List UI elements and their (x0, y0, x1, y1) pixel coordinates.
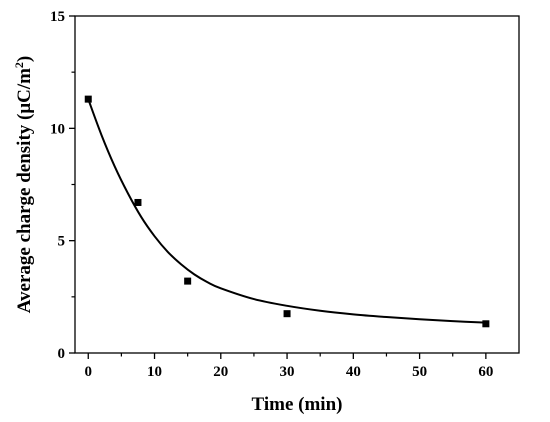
x-tick-label: 30 (280, 364, 295, 380)
x-axis-label: Time (min) (252, 394, 343, 415)
data-point (84, 95, 92, 103)
y-tick-label: 0 (58, 346, 66, 362)
x-tick-label: 20 (213, 364, 228, 380)
data-points (84, 95, 490, 328)
x-tick-label: 60 (478, 364, 493, 380)
y-axis-label-suffix: ) (14, 56, 35, 62)
y-tick-label: 10 (50, 121, 65, 137)
fit-curve (87, 98, 486, 324)
x-tick-label: 10 (147, 364, 162, 380)
data-point (482, 320, 490, 328)
x-tick-label: 40 (346, 364, 361, 380)
data-point (184, 277, 192, 285)
y-axis-label: Average charge density (μC/m2) (12, 56, 35, 314)
ticks (69, 15, 487, 359)
tick-labels: 0 10 20 30 40 50 60 0 5 10 15 (50, 9, 493, 380)
data-point (283, 310, 291, 318)
x-tick-label: 0 (85, 364, 93, 380)
y-tick-label: 15 (50, 9, 65, 25)
y-tick-label: 5 (58, 234, 66, 250)
y-axis-label-superscript: 2 (12, 62, 26, 68)
x-tick-label: 50 (412, 364, 427, 380)
plot-frame (74, 15, 520, 354)
y-axis-label-prefix: Average charge density (μC/m (14, 68, 35, 313)
data-point (134, 198, 142, 206)
